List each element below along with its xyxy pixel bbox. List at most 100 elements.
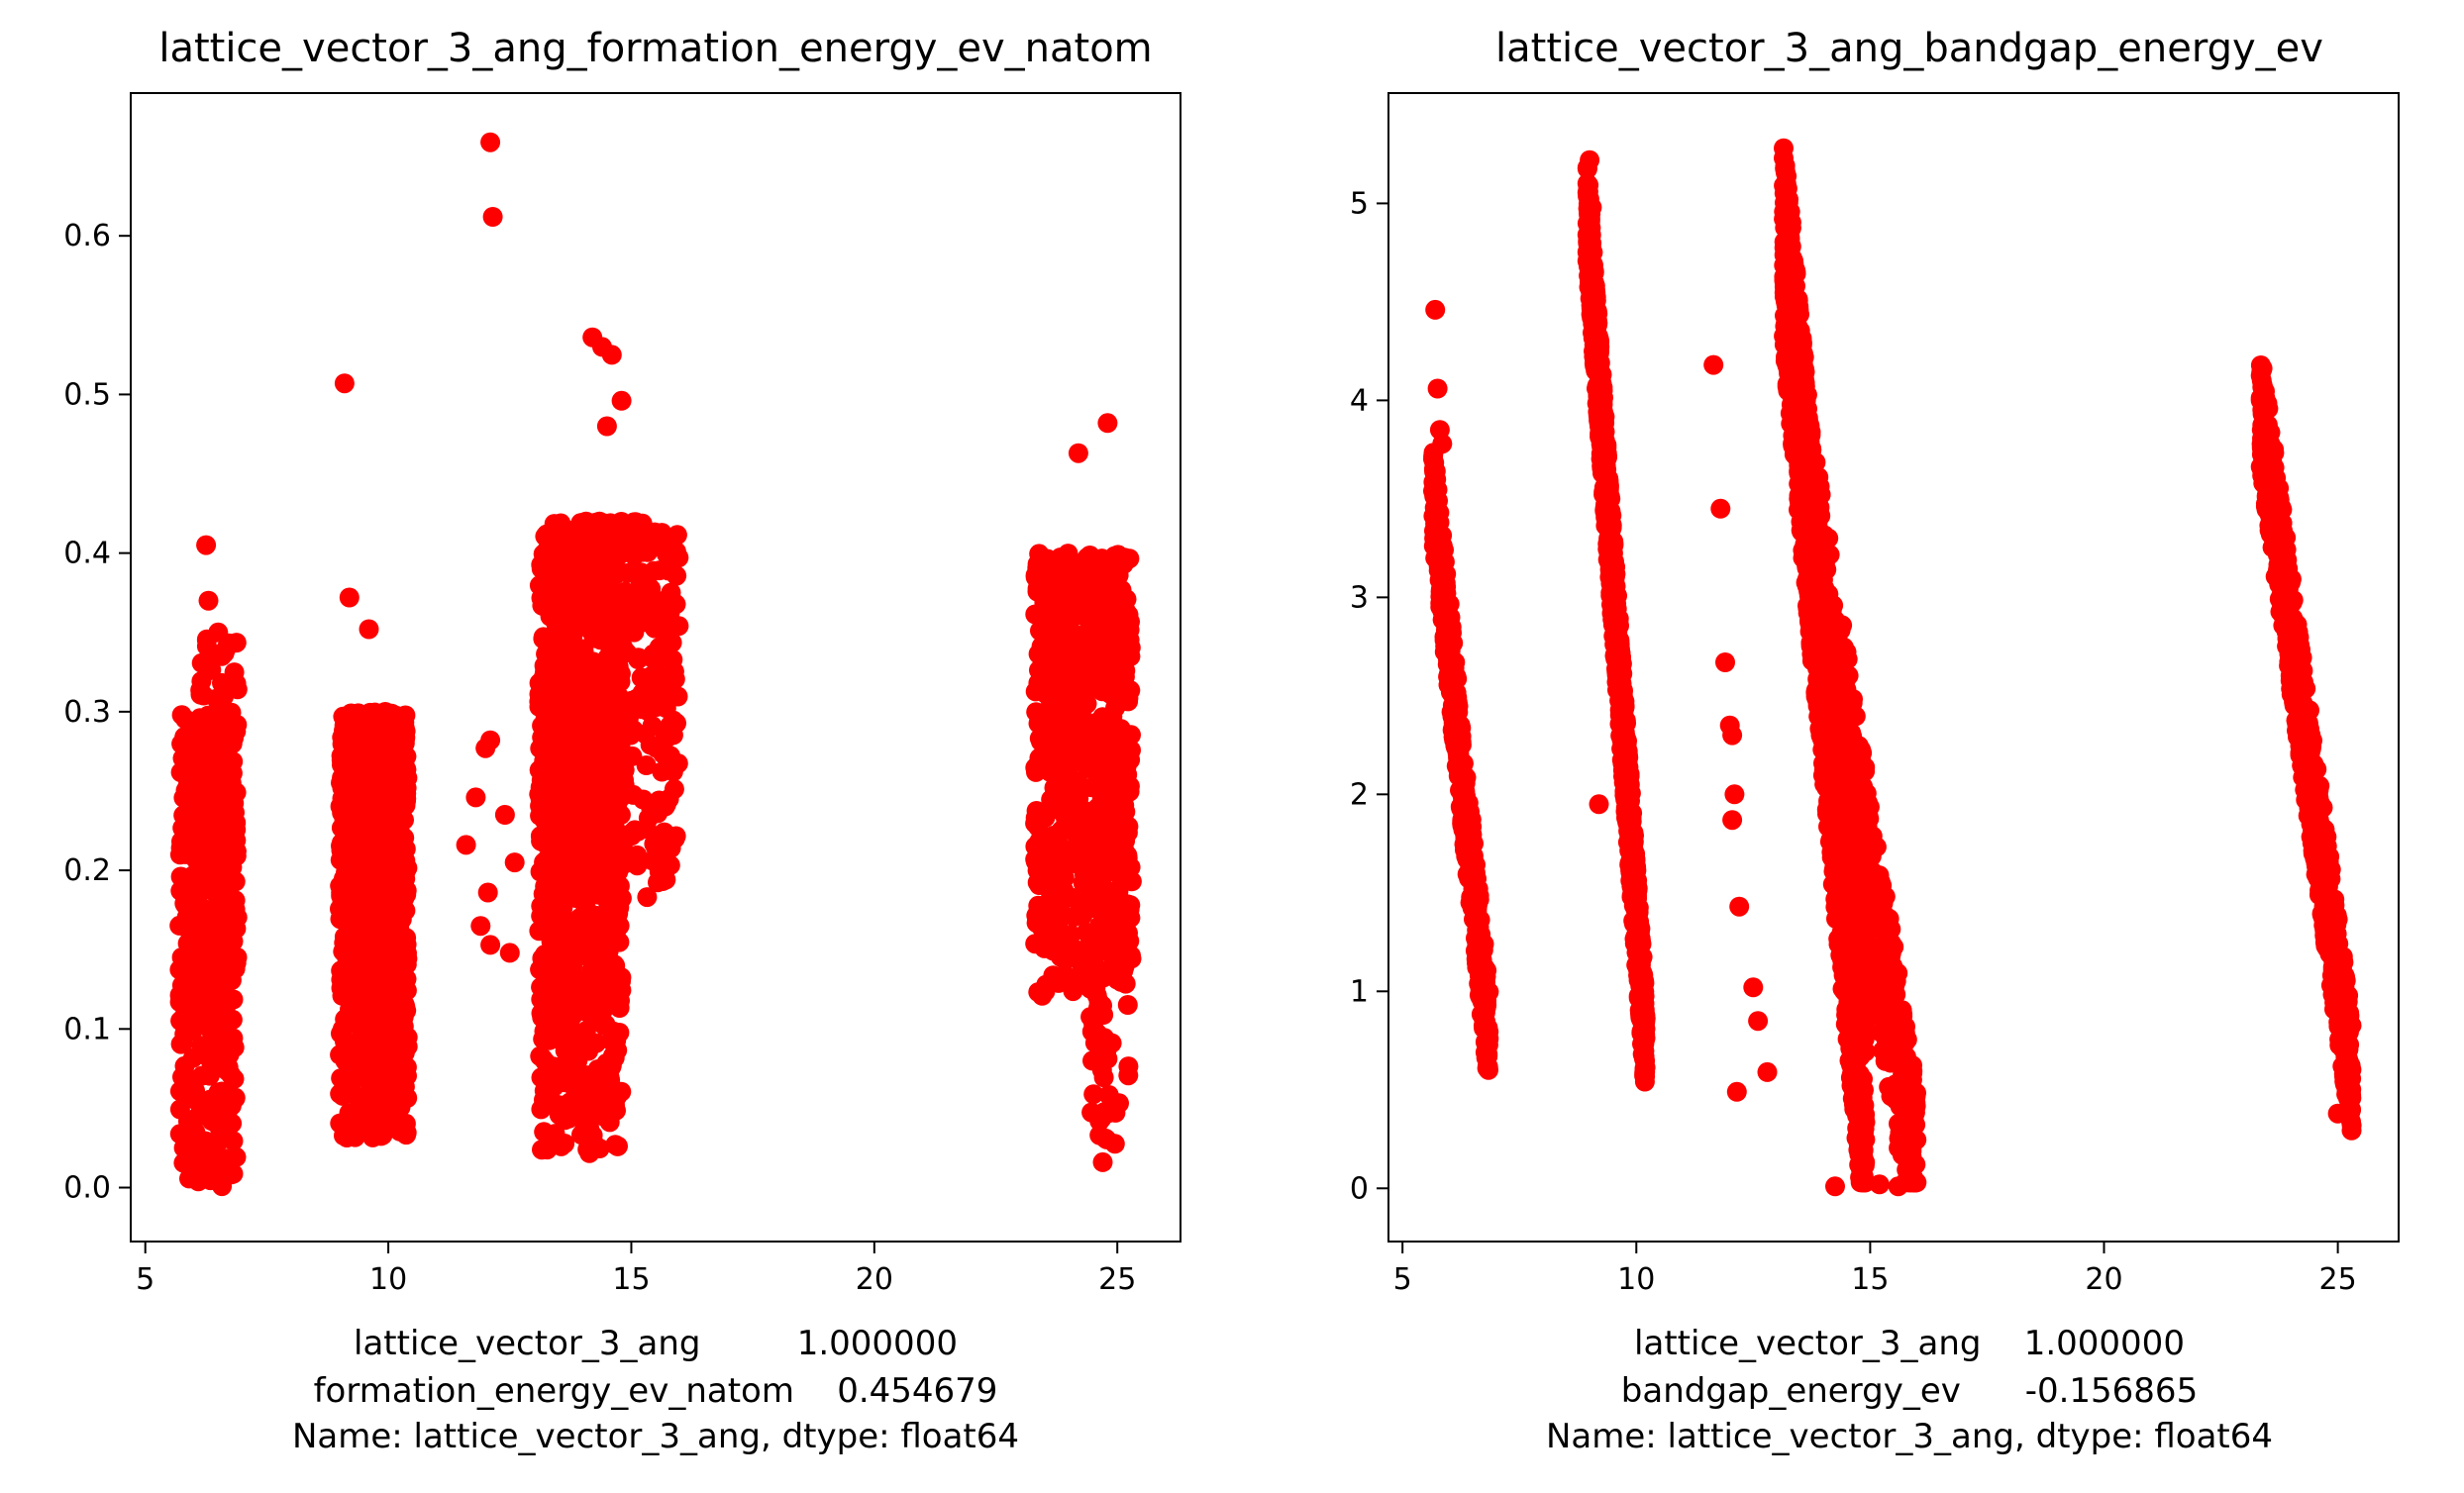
data-point [644,560,665,581]
data-point [342,854,362,875]
data-point [590,626,611,647]
data-point [1599,546,1620,566]
data-point [332,985,353,1006]
data-point [594,1095,615,1115]
data-point [334,1118,355,1139]
data-point [1048,602,1069,623]
data-point [200,1089,221,1110]
data-point [387,831,408,851]
data-point [1083,670,1104,691]
data-point [1591,416,1612,437]
data-point [482,207,503,227]
data-point [219,1045,240,1065]
data-point [169,1099,190,1120]
data-point [183,1112,204,1133]
left-xlabel-line-1: lattice_vector_3_ang 1.000000 [354,1324,958,1363]
data-point [547,656,567,677]
data-point [620,725,641,746]
data-point [1455,826,1476,846]
data-point [537,888,557,909]
data-point [1073,778,1093,799]
data-point [652,614,672,635]
data-point [480,730,501,750]
data-point [576,753,597,774]
data-point [344,832,364,852]
data-point [1037,661,1058,682]
data-point [1117,995,1138,1015]
data-point [1596,500,1617,521]
data-point [611,390,632,411]
data-point [535,720,556,741]
data-point [1432,610,1453,631]
right-subplot: lattice_vector_3_ang_bandgap_energy_ev 5… [1350,26,2400,1456]
data-point [623,784,644,805]
data-point [574,888,595,909]
left-x-ticks: 5 10 15 20 25 [136,1242,1136,1297]
data-point [596,416,617,437]
data-point [1076,835,1096,855]
data-point [560,541,580,561]
data-point [660,854,680,875]
data-point [1036,804,1057,824]
data-point [1626,886,1647,907]
data-point [1424,452,1445,473]
y-tick-label: 0.6 [63,219,111,253]
data-point [196,994,217,1015]
data-point [334,933,355,953]
data-point [573,528,594,548]
x-tick-label: 20 [856,1262,893,1297]
data-point [1113,724,1134,745]
data-point [1056,888,1076,909]
y-tick-label: 0.0 [63,1171,111,1206]
data-point [347,744,367,764]
data-point [1598,528,1619,548]
data-point [552,524,572,545]
data-point [1096,741,1116,761]
data-point [189,954,210,975]
data-point [1428,490,1448,511]
data-point [335,1046,356,1067]
data-point [537,998,558,1019]
data-point [1072,575,1092,596]
data-point [1052,767,1073,788]
data-point [397,1037,418,1057]
y-tick-label: 0.5 [63,377,111,412]
data-point [573,641,594,661]
data-point [1088,937,1109,957]
data-point [607,985,628,1006]
data-point [574,730,595,750]
data-point [1630,928,1651,948]
data-point [494,805,515,825]
data-point [549,623,569,644]
data-point [550,1013,570,1034]
data-point [536,743,557,763]
data-point [555,1041,575,1061]
data-point [648,650,668,671]
data-point [1054,656,1075,676]
data-point [224,662,245,683]
data-point [650,832,670,852]
data-point [591,941,612,961]
data-point [583,1133,604,1153]
data-point [589,980,610,1001]
data-point [1068,443,1088,463]
data-point [1604,587,1625,608]
data-point [1092,1151,1113,1172]
data-point [387,784,408,805]
data-point [573,577,594,598]
data-point [346,789,365,810]
data-point [1120,680,1141,701]
data-point [1463,846,1484,866]
data-point [1448,741,1469,761]
data-point [504,852,525,873]
data-point [1586,287,1606,307]
data-point [1107,969,1128,990]
data-point [359,619,379,640]
data-point [578,870,599,891]
left-y-ticks: 0.00.10.20.30.40.50.6 [63,219,131,1206]
data-point [1612,735,1633,755]
data-point [1096,1039,1117,1059]
data-point [660,674,680,695]
data-point [601,345,622,365]
data-point [610,805,631,825]
